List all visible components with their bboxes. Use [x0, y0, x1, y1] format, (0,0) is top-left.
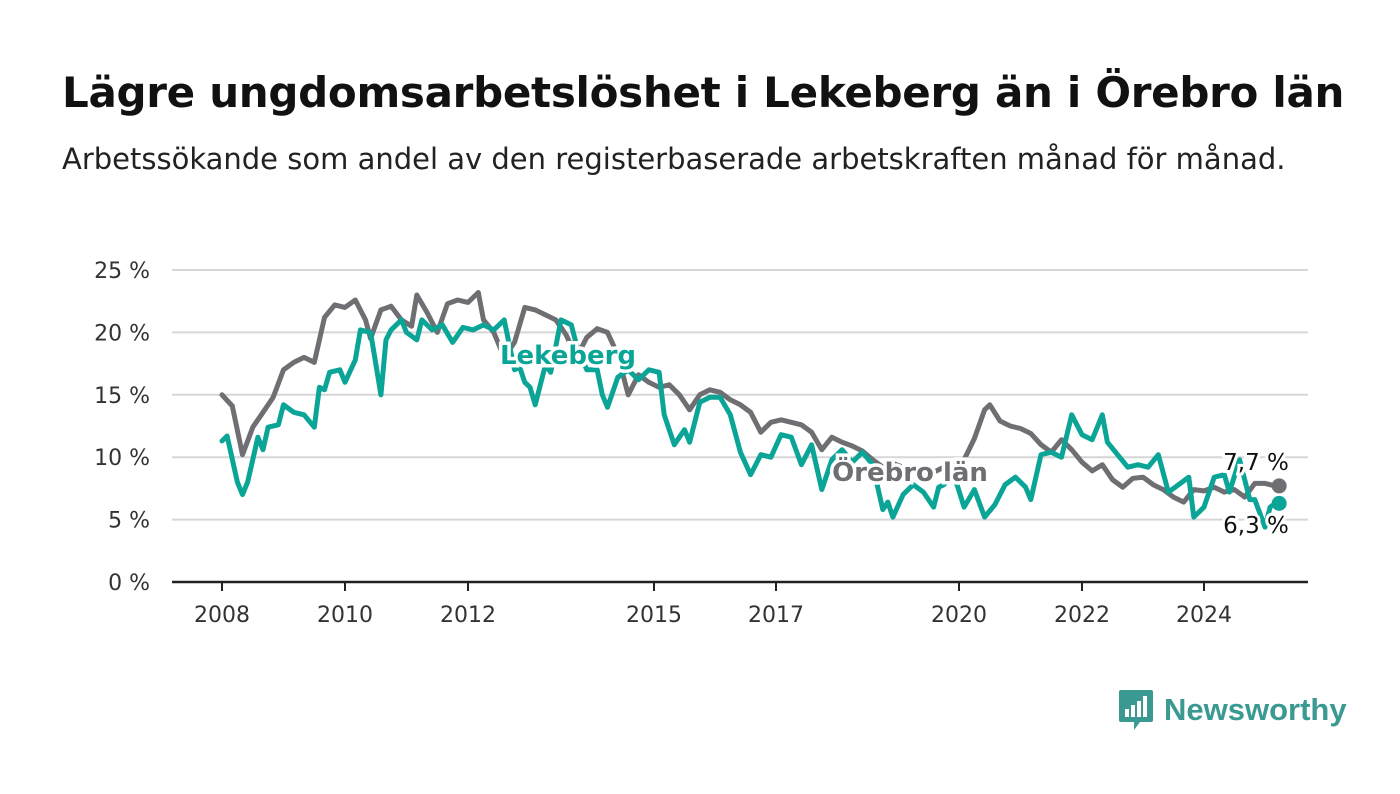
x-tick-label: 2020	[931, 603, 987, 628]
x-tick-label: 2008	[194, 603, 250, 628]
chart-subtitle: Arbetssökande som andel av den registerb…	[62, 142, 1286, 176]
y-tick-label: 25 %	[94, 259, 150, 284]
newsworthy-logo-icon	[1119, 690, 1153, 730]
y-tick-label: 15 %	[94, 384, 150, 409]
series-line-orebro-lan	[219, 290, 1278, 505]
series-end-point-lekeberg	[1271, 495, 1287, 511]
newsworthy-brand: Newsworthy	[1118, 688, 1347, 732]
y-tick-label: 0 %	[108, 571, 150, 596]
end-value-label-orebro-lan: 7,7 %	[1223, 450, 1289, 476]
end-value-label-lekeberg: 6,3 %	[1223, 513, 1289, 539]
y-tick-label: 5 %	[108, 509, 150, 534]
series-line-lekeberg	[219, 317, 1278, 530]
y-tick-label: 20 %	[94, 321, 150, 346]
series-end-point-orebro-lan	[1271, 478, 1287, 494]
x-tick-label: 2012	[440, 603, 496, 628]
x-tick-label: 2010	[317, 603, 373, 628]
y-tick-label: 10 %	[94, 446, 150, 471]
series-label-orebro-lan: Örebro län	[832, 455, 988, 488]
chart-title: Lägre ungdomsarbetslöshet i Lekeberg än …	[62, 68, 1345, 117]
x-tick-label: 2024	[1176, 603, 1232, 628]
series-label-lekeberg: Lekeberg	[500, 341, 636, 371]
x-tick-label: 2022	[1054, 603, 1110, 628]
x-tick-label: 2015	[626, 603, 682, 628]
brand-name: Newsworthy	[1164, 692, 1347, 727]
x-tick-label: 2017	[748, 603, 804, 628]
